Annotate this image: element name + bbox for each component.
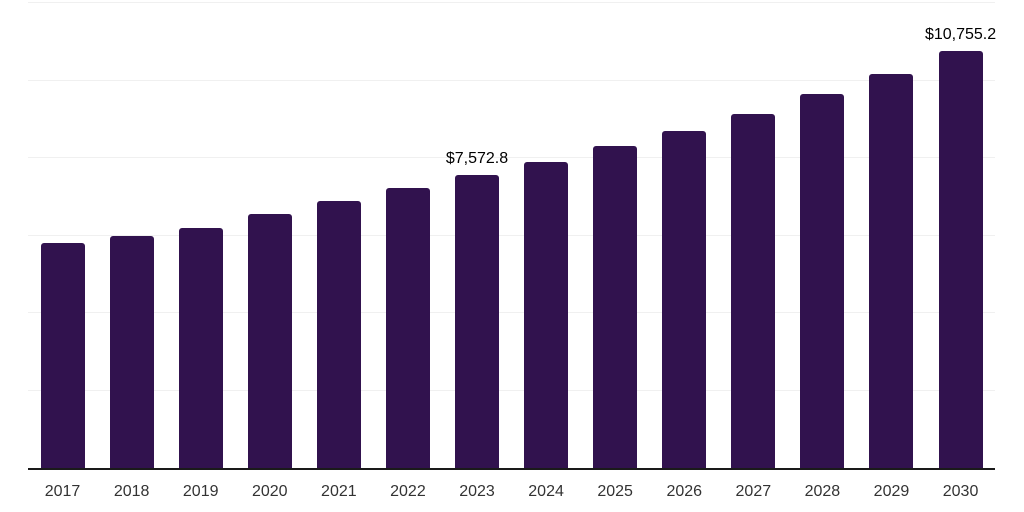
- x-tick-label-2026: 2026: [666, 483, 703, 500]
- x-tick-label-2018: 2018: [113, 483, 150, 500]
- x-tick-label-2030: 2030: [942, 483, 979, 500]
- bar-2018: [109, 235, 154, 468]
- x-tick-label-2021: 2021: [321, 483, 357, 500]
- bar-2030: [938, 51, 983, 468]
- bar-column-2026: [650, 3, 719, 468]
- bar-2029: [869, 74, 914, 468]
- bar-column-2029: [857, 3, 926, 468]
- bar-column-2025: [581, 3, 650, 468]
- gridline-12000: [28, 2, 995, 3]
- bar-2017: [40, 243, 85, 468]
- x-axis-line: [28, 468, 995, 470]
- bar-2027: [731, 114, 776, 468]
- x-tick-label-2022: 2022: [390, 483, 426, 500]
- bar-2019: [178, 228, 223, 468]
- x-tick-label-2024: 2024: [528, 483, 564, 500]
- x-axis-labels: 2017 2018 2019 2020 2021 2022 2023 2024 2025 2026…: [28, 481, 995, 503]
- gridline-8000: [28, 157, 995, 158]
- x-tick-label-2027: 2027: [735, 483, 772, 500]
- bar-column-2020: [235, 3, 304, 468]
- x-tick-label-2019: 2019: [182, 483, 219, 500]
- bar-column-2030: $10,755.2: [924, 3, 997, 468]
- x-tick-label-2025: 2025: [597, 483, 633, 500]
- bars-row: $7,572.8 $10,755.2: [28, 3, 997, 468]
- bar-column-2017: [28, 3, 97, 468]
- x-tick-label-2017: 2017: [44, 483, 81, 500]
- bar-2026: [662, 131, 707, 468]
- bar-2028: [800, 94, 845, 468]
- bar-column-2028: [788, 3, 857, 468]
- bar-column-2023: $7,572.8: [442, 3, 511, 468]
- bar-column-2021: [304, 3, 373, 468]
- x-tick-label-2028: 2028: [804, 483, 841, 500]
- data-label-2023: $7,572.8: [445, 149, 509, 167]
- bar-2023: [455, 174, 499, 468]
- gridline-6000: [28, 234, 995, 236]
- bar-column-2024: [512, 3, 581, 468]
- bar-2020: [247, 213, 292, 468]
- gridline-4000: [28, 312, 995, 313]
- bar-2022: [385, 188, 430, 468]
- x-tick-label-2023: 2023: [459, 483, 495, 500]
- data-label-2030: $10,755.2: [924, 26, 997, 44]
- gridline-10000: [28, 79, 995, 81]
- bar-column-2027: [719, 3, 788, 468]
- gridline-2000: [28, 389, 995, 391]
- plot-area: $7,572.8 $10,755.2: [28, 2, 997, 470]
- bar-2024: [524, 161, 569, 468]
- bar-column-2019: [166, 3, 235, 468]
- bar-column-2018: [97, 3, 166, 468]
- bar-2021: [316, 200, 361, 468]
- bar-column-2022: [373, 3, 442, 468]
- bar-2025: [593, 146, 638, 468]
- x-tick-label-2020: 2020: [251, 483, 288, 500]
- x-tick-label-2029: 2029: [873, 483, 910, 500]
